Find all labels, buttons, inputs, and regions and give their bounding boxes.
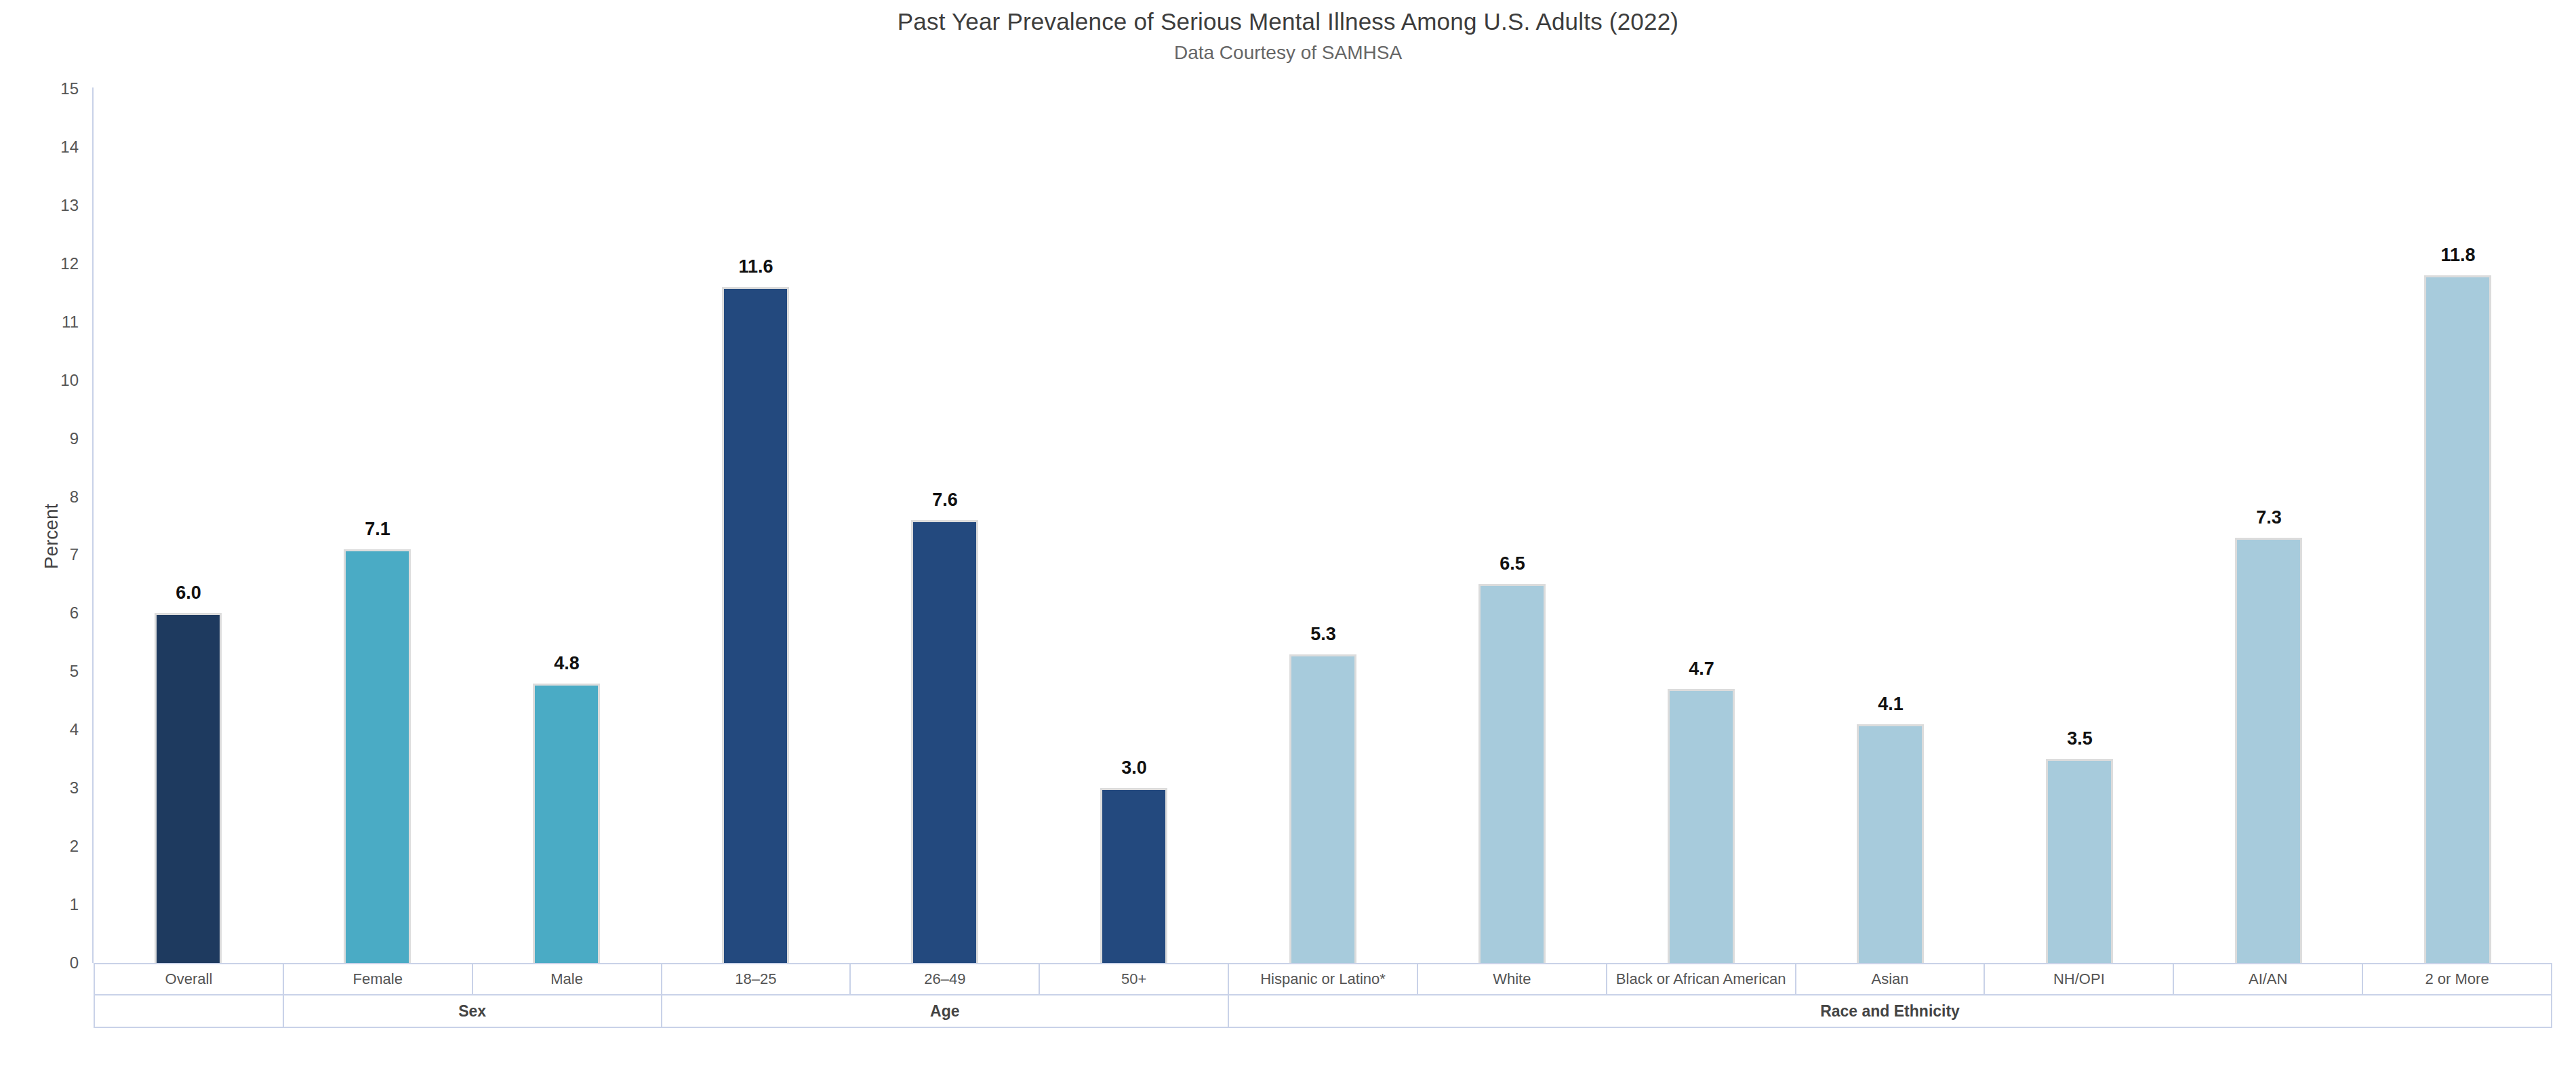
y-tick-label: 4 [18,722,79,738]
bar-value-label: 5.3 [1269,624,1377,645]
group-cell-age: Age [662,994,1230,1027]
group-cell-empty [95,994,284,1027]
bar-overall [155,613,222,963]
y-tick-label: 10 [18,372,79,389]
bar-value-label: 11.6 [702,256,810,277]
y-tick-label: 11 [18,314,79,330]
y-tick-label: 7 [18,547,79,563]
bar-nh-opi [2046,759,2113,963]
bar-value-label: 4.8 [512,653,621,674]
chart-title: Past Year Prevalence of Serious Mental I… [0,8,2576,35]
bar-asian [1857,724,1924,963]
bar-value-label: 6.5 [1458,553,1567,574]
bar-value-label: 4.7 [1647,658,1756,679]
y-tick-label: 13 [18,197,79,214]
y-tick-label: 6 [18,605,79,621]
plot-area: 6.0 7.1 4.8 11.6 7.6 3.0 5.3 6.5 4.7 4.1 3.5 7.3 11.… [94,89,2552,963]
category-cell-female: Female [284,963,473,994]
y-tick-label: 14 [18,139,79,155]
category-cell-18-25: 18–25 [662,963,851,994]
group-cell-race-and-ethnicity: Race and Ethnicity [1229,994,2552,1027]
bar-ai-an [2235,538,2302,963]
bar-white [1478,584,1546,963]
category-cell-asian: Asian [1796,963,1986,994]
bar-male [533,684,600,963]
category-cell-ai-an: AI/AN [2174,963,2363,994]
category-cell-male: Male [473,963,662,994]
group-cell-sex: Sex [284,994,662,1027]
y-tick-label: 9 [18,431,79,447]
bar-26-49 [911,520,978,963]
bar-value-label: 7.1 [323,519,432,540]
bar-value-label: 3.5 [2026,728,2134,749]
bar-value-label: 7.6 [891,490,999,511]
bar-value-label: 4.1 [1836,694,1945,715]
bar-value-label: 6.0 [134,583,243,604]
bar-value-label: 7.3 [2215,507,2323,528]
bar-value-label: 11.8 [2404,245,2512,266]
bar-18-25 [722,287,789,963]
bar-female [344,549,411,963]
category-cell-black-or-african-american: Black or African American [1607,963,1796,994]
bar-hispanic-or-latino- [1289,654,1356,963]
chart-subtitle: Data Courtesy of SAMHSA [0,42,2576,64]
category-cell-nh-opi: NH/OPI [1985,963,2174,994]
y-tick-label: 2 [18,838,79,854]
y-tick-label: 0 [18,955,79,971]
category-cell-white: White [1418,963,1607,994]
bar-50- [1100,788,1167,963]
category-cell-26-49: 26–49 [851,963,1040,994]
chart-canvas: Past Year Prevalence of Serious Mental I… [0,0,2576,1085]
y-tick-label: 8 [18,489,79,505]
bar-value-label: 3.0 [1080,757,1188,778]
y-tick-label: 15 [18,81,79,97]
y-tick-label: 5 [18,663,79,679]
category-cell-overall: Overall [95,963,284,994]
y-tick-label: 1 [18,896,79,913]
category-table: OverallFemaleMale18–2526–4950+Hispanic o… [94,963,2552,1028]
category-cell-hispanic-or-latino-: Hispanic or Latino* [1229,963,1418,994]
y-axis-line [92,87,94,963]
bar-black-or-african-american [1668,689,1735,963]
category-cell-2-or-more: 2 or More [2363,963,2552,994]
category-cell-50-: 50+ [1040,963,1229,994]
y-tick-label: 3 [18,780,79,796]
y-tick-label: 12 [18,256,79,272]
bar-2-or-more [2424,275,2491,963]
